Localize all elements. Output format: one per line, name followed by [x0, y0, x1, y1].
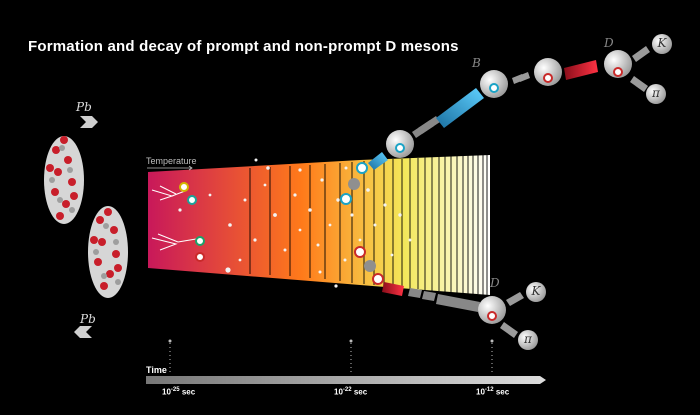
d-bottom-label: D [490, 276, 500, 290]
kaon-ball-top [652, 34, 672, 54]
pion-top-label: π [652, 86, 660, 100]
d-bottom-decay-arrows [500, 292, 524, 338]
d-track-top [564, 60, 598, 80]
timeline-dotted-lines [169, 343, 493, 374]
d-meson-ball-top-1 [534, 58, 562, 86]
page-title: Formation and decay of prompt and non-pr… [28, 38, 459, 55]
plasma-region [148, 155, 490, 295]
plasma-striations [249, 155, 488, 295]
temperature-label: Temperature [146, 156, 197, 166]
b-to-d-arrow-icon [512, 72, 530, 84]
temperature-arrow [147, 165, 193, 171]
pion-bottom-label: π [524, 332, 532, 346]
pb-bottom-arrow-icon [74, 326, 92, 338]
pb-top-label: Pb [76, 100, 92, 114]
nucleus-bottom [88, 206, 128, 298]
kaon-bottom-label: K [531, 284, 541, 298]
quark-red-icon [195, 252, 205, 262]
d-top-decay-arrows [630, 46, 650, 92]
time-tick-1: 10-25 sec [162, 387, 196, 397]
kaon-top-label: K [657, 36, 667, 50]
d-meson-prompt-track [354, 246, 480, 312]
hadron-grey-2 [364, 260, 376, 272]
d-meson-ball-bottom [478, 296, 506, 324]
time-label: Time [146, 365, 167, 375]
time-bar [146, 376, 546, 384]
quark-yellow-icon [179, 182, 189, 192]
kaon-ball-bottom [526, 282, 546, 302]
pb-bottom-label: Pb [80, 312, 96, 326]
pb-top-arrow-icon [80, 116, 98, 128]
time-tick-2: 10-22 sec [334, 387, 368, 397]
b-meson-label: B [472, 56, 481, 70]
pion-ball-top [646, 84, 666, 104]
quark-teal-icon [187, 195, 197, 205]
d-top-label: D [604, 36, 614, 50]
timeline-dots [168, 339, 494, 343]
quark-green-icon [195, 236, 205, 246]
d-meson-ball-top-2 [604, 50, 632, 78]
parton-pair-bottom [151, 233, 197, 251]
time-tick-3: 10-12 sec [476, 387, 510, 397]
hadron-grey-1 [348, 178, 360, 190]
pion-ball-bottom [518, 330, 538, 350]
plasma-particles [178, 158, 412, 288]
nucleus-top [44, 136, 84, 224]
